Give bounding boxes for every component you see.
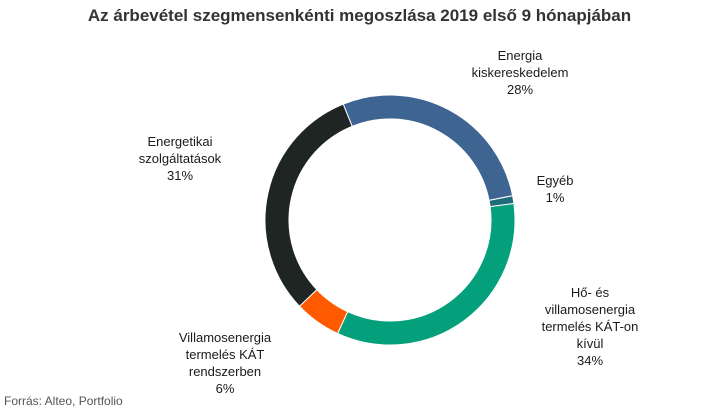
slice-label-2-value: 34% xyxy=(576,353,604,368)
slice-label-1: Egyéb 1% xyxy=(520,172,590,206)
slice-label-3-line-2: rendszerben xyxy=(188,364,262,379)
source-note: Forrás: Alteo, Portfolio xyxy=(4,394,123,408)
slice-label-4-line-0: Energetikai xyxy=(147,134,213,149)
donut-slice-2 xyxy=(336,202,516,346)
donut-slice-4 xyxy=(264,103,353,307)
slice-label-0-line-1: kiskereskedelem xyxy=(471,65,569,80)
slice-label-2-line-0: Hő- és xyxy=(570,285,610,300)
slice-label-4: Energetikai szolgáltatások 31% xyxy=(120,133,240,184)
slice-label-1-line-0: Egyéb xyxy=(536,173,574,188)
donut-slice-0 xyxy=(342,94,514,201)
slice-label-3-value: 6% xyxy=(215,381,235,396)
slice-label-3-line-1: termelés KÁT xyxy=(185,347,265,362)
slice-label-2-line-3: kívül xyxy=(576,336,604,351)
slice-label-0-value: 28% xyxy=(506,82,534,97)
slice-label-3: Villamosenergia termelés KÁT rendszerben… xyxy=(160,329,290,397)
slice-label-4-line-1: szolgáltatások xyxy=(138,151,222,166)
slice-label-0-line-0: Energia xyxy=(497,48,543,63)
slice-label-2-line-1: villamosenergia xyxy=(544,302,636,317)
slice-label-4-value: 31% xyxy=(166,168,194,183)
chart-title: Az árbevétel szegmensenkénti megoszlása … xyxy=(87,6,632,25)
slice-label-3-line-0: Villamosenergia xyxy=(178,330,272,345)
slice-label-0: Energia kiskereskedelem 28% xyxy=(460,47,580,98)
slice-label-1-value: 1% xyxy=(545,190,565,205)
slice-label-2: Hő- és villamosenergia termelés KÁT-on k… xyxy=(520,284,660,369)
slice-label-2-line-2: termelés KÁT-on xyxy=(541,319,639,334)
